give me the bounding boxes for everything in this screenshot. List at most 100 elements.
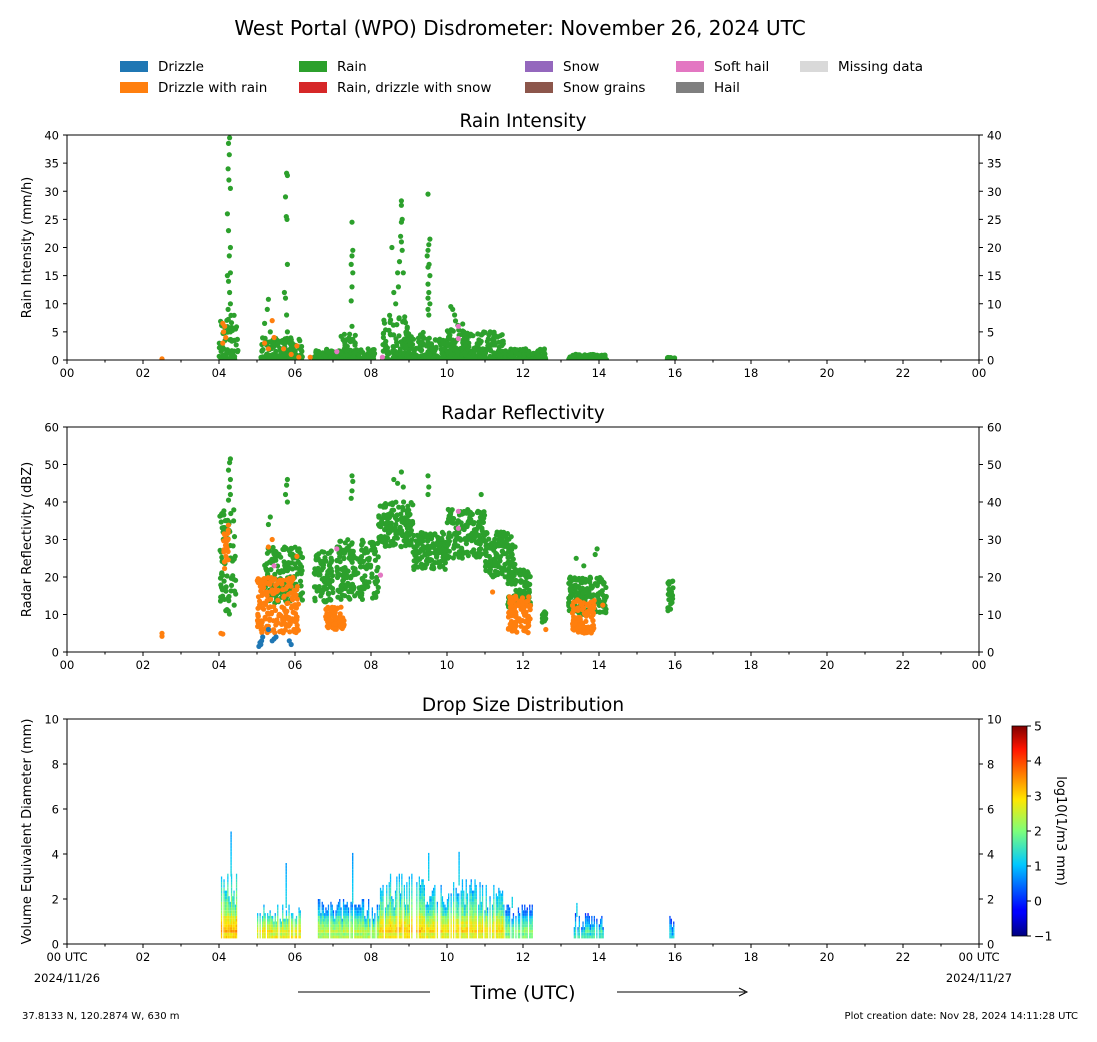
data-point-rain [603, 584, 609, 591]
data-point-rain [406, 355, 412, 360]
dsd-cell [378, 904, 380, 908]
dsd-cell [389, 879, 392, 883]
dsd-cell [369, 932, 371, 936]
dsd-cell [381, 907, 383, 911]
data-point-drizzle-with-rain [328, 617, 334, 623]
dsd-cell [262, 927, 264, 930]
dsd-cell [351, 932, 353, 936]
data-point-drizzle-with-rain [572, 620, 578, 626]
data-point-rain [395, 284, 401, 290]
dsd-cell [282, 935, 284, 939]
data-point-rain [226, 152, 232, 158]
dsd-cell [225, 907, 228, 911]
dsd-cell [325, 929, 327, 933]
data-point-rain [389, 507, 395, 513]
dsd-cell [386, 890, 388, 894]
data-point-rain [284, 476, 290, 483]
dsd-cell [230, 907, 233, 911]
data-point-drizzle-with-rain [286, 615, 292, 621]
dsd-cell [394, 924, 397, 928]
dsd-cell [374, 927, 376, 930]
dsd-cell [362, 904, 365, 908]
dsd-cell [327, 915, 330, 919]
dsd-cell [384, 915, 387, 919]
dsd-cell [393, 929, 395, 933]
data-point-rain [439, 529, 445, 536]
dsd-cell [325, 918, 327, 922]
dsd-cell [404, 913, 407, 916]
dsd-cell [336, 907, 338, 911]
dsd-cell [416, 890, 418, 894]
dsd-cell [366, 924, 368, 928]
data-point-rain [228, 351, 234, 357]
dsd-cell [398, 904, 400, 908]
dsd-cell [398, 935, 400, 939]
dsd-cell [317, 899, 320, 902]
dsd-cell [347, 918, 350, 922]
dsd-cell [411, 873, 413, 877]
data-point-rain [282, 295, 289, 301]
dsd-cell [346, 913, 348, 916]
dsd-cell [282, 913, 284, 916]
dsd-cell [332, 913, 335, 916]
dsd-cell [228, 907, 230, 911]
dsd-cell [229, 924, 231, 928]
dsd-cell [227, 915, 229, 919]
dsd-cell [403, 927, 405, 930]
data-point-rain [471, 345, 477, 351]
data-point-rain [483, 552, 489, 558]
dsd-cell [283, 935, 285, 939]
dsd-cell [357, 913, 360, 916]
data-point-drizzle-with-rain [516, 603, 522, 609]
dsd-cell [342, 918, 345, 922]
dsd-cell [220, 879, 223, 883]
data-point-rain [496, 543, 502, 549]
dsd-cell [295, 932, 298, 936]
dsd-cell [279, 932, 281, 936]
data-point-rain [366, 579, 372, 585]
data-point-rain [403, 329, 409, 335]
data-point-drizzle-with-rain [505, 625, 512, 632]
dsd-cell [233, 910, 235, 914]
dsd-cell [359, 907, 361, 911]
dsd-cell [269, 910, 271, 914]
data-point-rain [375, 554, 381, 560]
dsd-cell [270, 935, 273, 939]
dsd-cell [398, 910, 400, 914]
data-point-rain [374, 568, 380, 574]
data-point-rain [337, 552, 343, 558]
data-point-rain [444, 356, 450, 360]
dsd-cell [228, 927, 230, 930]
dsd-cell [398, 879, 400, 883]
data-point-drizzle-with-rain [271, 604, 277, 610]
dsd-cell [366, 932, 368, 936]
dsd-cell [398, 929, 400, 933]
data-point-drizzle-with-rain [512, 619, 518, 625]
data-point-rain [437, 541, 443, 547]
dsd-cell [378, 910, 380, 914]
dsd-cell [264, 924, 266, 928]
data-point-rain [374, 578, 380, 585]
dsd-cell [394, 932, 397, 936]
dsd-cell [362, 913, 365, 916]
dsd-cell [378, 929, 380, 933]
dsd-cell [263, 935, 265, 939]
dsd-cell [366, 929, 368, 933]
dsd-cell [357, 927, 360, 930]
data-point-rain [366, 557, 372, 563]
dsd-cell [399, 896, 402, 899]
dsd-cell [268, 929, 270, 933]
dsd-cell [403, 893, 405, 897]
data-point-rain [511, 572, 517, 579]
dsd-cell [354, 907, 356, 911]
dsd-cell [369, 927, 371, 930]
data-point-rain [394, 517, 400, 523]
dsd-cell [373, 924, 375, 928]
data-point-rain [534, 350, 540, 356]
dsd-cell [404, 935, 407, 939]
dsd-cell [319, 904, 321, 908]
data-point-rain [509, 552, 515, 558]
dsd-cell [350, 915, 352, 919]
dsd-cell [396, 876, 398, 880]
data-point-rain [322, 555, 328, 561]
